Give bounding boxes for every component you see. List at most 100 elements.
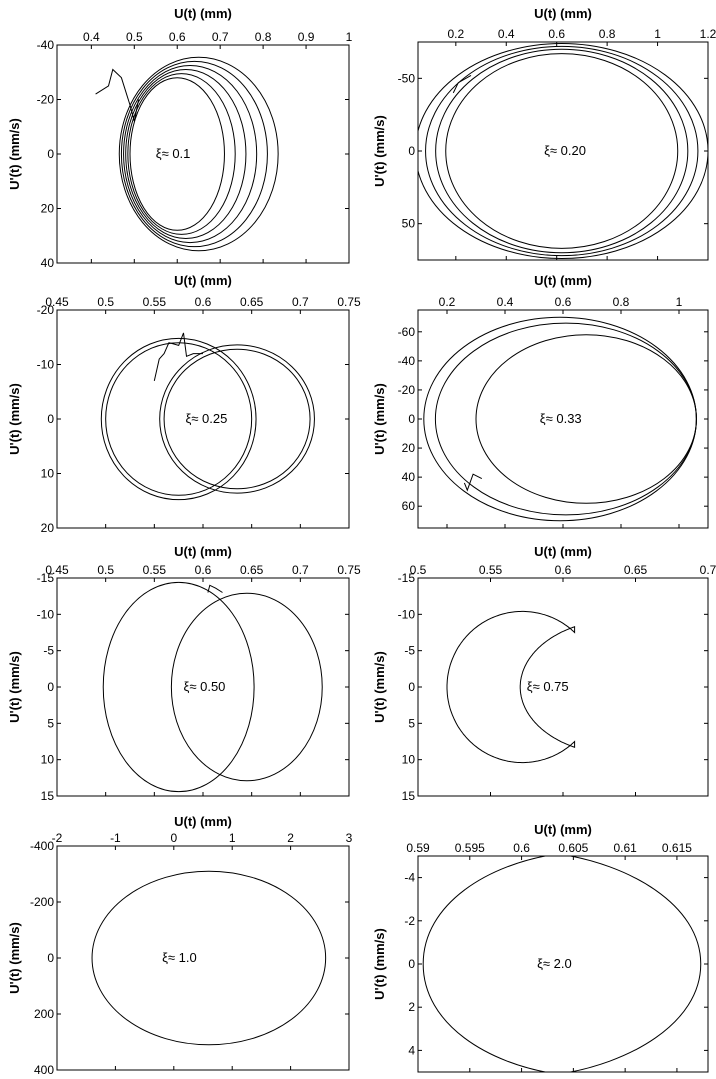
y-tick-label: -2	[404, 914, 415, 928]
x-tick-label: 0.9	[298, 30, 315, 44]
orbit-curve	[123, 64, 258, 244]
orbit-curve	[129, 77, 225, 231]
orbit-curve	[159, 344, 315, 494]
x-tick-label: 0.75	[337, 295, 361, 309]
y-tick-label: -40	[37, 38, 55, 52]
x-tick-label: 0.55	[479, 563, 503, 577]
transient-curve	[463, 473, 483, 492]
x-tick-label: 0.55	[143, 563, 167, 577]
x-tick-label: 0.5	[97, 295, 114, 309]
y-tick-label: -20	[37, 93, 55, 107]
y-tick-label: 10	[41, 753, 55, 767]
x-tick-label: 0.8	[599, 27, 616, 41]
xi-annotation: ξ≈ 2.0	[537, 956, 572, 971]
x-tick-label: 2	[287, 831, 294, 845]
y-tick-label: 2	[408, 1000, 415, 1014]
y-tick-label: -15	[398, 571, 416, 585]
y-tick-label: 0	[47, 412, 54, 426]
x-tick-label: 0.6	[169, 30, 186, 44]
x-tick-label: 0.8	[613, 295, 630, 309]
y-axis-label: U'(t) (mm/s)	[7, 651, 22, 723]
x-tick-label: 0.75	[337, 563, 361, 577]
curves	[422, 856, 702, 1072]
y-axis-label: U'(t) (mm/s)	[372, 928, 387, 1000]
y-tick-label: 0	[408, 144, 415, 158]
orbit-curve	[125, 69, 247, 239]
x-axis-label: U(t) (mm)	[174, 544, 232, 559]
x-tick-label: 0.6	[195, 563, 212, 577]
y-tick-label: -10	[37, 607, 55, 621]
orbit-curve	[105, 342, 253, 496]
x-tick-label: 0.4	[498, 27, 515, 41]
y-tick-label: -15	[37, 571, 55, 585]
transient-curve	[452, 74, 472, 94]
xi-annotation: ξ≈ 0.50	[184, 679, 226, 694]
transient-curve	[207, 584, 223, 593]
x-tick-label: 3	[346, 831, 353, 845]
y-tick-label: 40	[41, 256, 55, 270]
orbit-curve	[120, 60, 268, 248]
y-tick-label: 0	[47, 147, 54, 161]
plot-panel-1: 0.4 0.5 0.6 0.7 0.8 0.9 1 -40 -20 0 20 40 U(t) (mm) U…	[7, 6, 353, 270]
x-tick-label: -1	[110, 831, 121, 845]
x-tick-label: 0.59	[406, 841, 430, 855]
y-tick-label: 200	[34, 1007, 54, 1021]
xi-annotation: ξ≈ 0.33	[540, 411, 582, 426]
curves	[446, 610, 576, 764]
orbit-curve	[435, 48, 689, 254]
y-tick-label: -400	[30, 839, 54, 853]
y-tick-label: 40	[402, 470, 416, 484]
y-tick-label: 0	[408, 957, 415, 971]
plot-panel-4: 0.2 0.4 0.6 0.8 1 -60 -40 -20 0 20 40 60 U(t) (mm) U'…	[372, 273, 709, 529]
curves	[418, 42, 708, 260]
y-tick-label: -5	[43, 644, 54, 658]
y-tick-label: -20	[398, 383, 416, 397]
x-tick-label: 1	[346, 30, 353, 44]
orbit-curve	[118, 56, 279, 252]
orbit-curve	[127, 73, 236, 235]
curves	[95, 56, 279, 252]
x-tick-label: 0.7	[292, 563, 309, 577]
orbit-curve	[100, 337, 257, 501]
plot-frame	[56, 845, 350, 1071]
x-tick-label: 0.615	[662, 841, 692, 855]
y-tick-label: 15	[402, 789, 416, 803]
plot-frame	[56, 44, 350, 264]
y-axis-label: U'(t) (mm/s)	[7, 922, 22, 994]
plot-panel-3: 0.45 0.5 0.55 0.6 0.65 0.7 0.75 -20 -10 0 10 20 U(t)…	[7, 273, 361, 535]
x-tick-label: 0.6	[555, 295, 572, 309]
x-tick-label: -2	[52, 831, 63, 845]
y-tick-label: -40	[398, 354, 416, 368]
x-tick-label: 0.6	[548, 27, 565, 41]
y-tick-label: 15	[41, 789, 55, 803]
y-tick-label: -200	[30, 895, 54, 909]
x-tick-label: 0.5	[97, 563, 114, 577]
plot-panel-2: 0.2 0.4 0.6 0.8 1 1.2 -50 0 50 U(t) (mm) U'(t) (mm…	[372, 6, 716, 261]
x-tick-label: 0.6	[513, 841, 530, 855]
x-tick-label: 0.605	[558, 841, 588, 855]
y-tick-label: 60	[402, 499, 416, 513]
y-tick-label: 0	[408, 412, 415, 426]
y-tick-label: 10	[41, 467, 55, 481]
orbit-curve	[91, 870, 327, 1046]
x-tick-label: 0.6	[195, 295, 212, 309]
y-axis-label: U'(t) (mm/s)	[7, 118, 22, 190]
x-axis-label: U(t) (mm)	[174, 814, 232, 829]
orbit-curve	[446, 610, 576, 764]
x-axis-label: U(t) (mm)	[534, 822, 592, 837]
x-tick-label: 0.4	[497, 295, 514, 309]
orbit-curve	[102, 581, 255, 793]
y-tick-label: 0	[408, 680, 415, 694]
y-tick-label: 0	[47, 680, 54, 694]
y-tick-label: 50	[402, 217, 416, 231]
y-tick-label: 5	[408, 716, 415, 730]
x-tick-label: 0	[170, 831, 177, 845]
y-tick-label: -50	[398, 71, 416, 85]
x-tick-label: 1	[676, 295, 683, 309]
x-tick-label: 0.65	[240, 563, 264, 577]
y-tick-label: -4	[404, 871, 415, 885]
orbit-curve	[163, 348, 311, 490]
transient-curve	[153, 332, 203, 382]
x-axis-label: U(t) (mm)	[534, 273, 592, 288]
